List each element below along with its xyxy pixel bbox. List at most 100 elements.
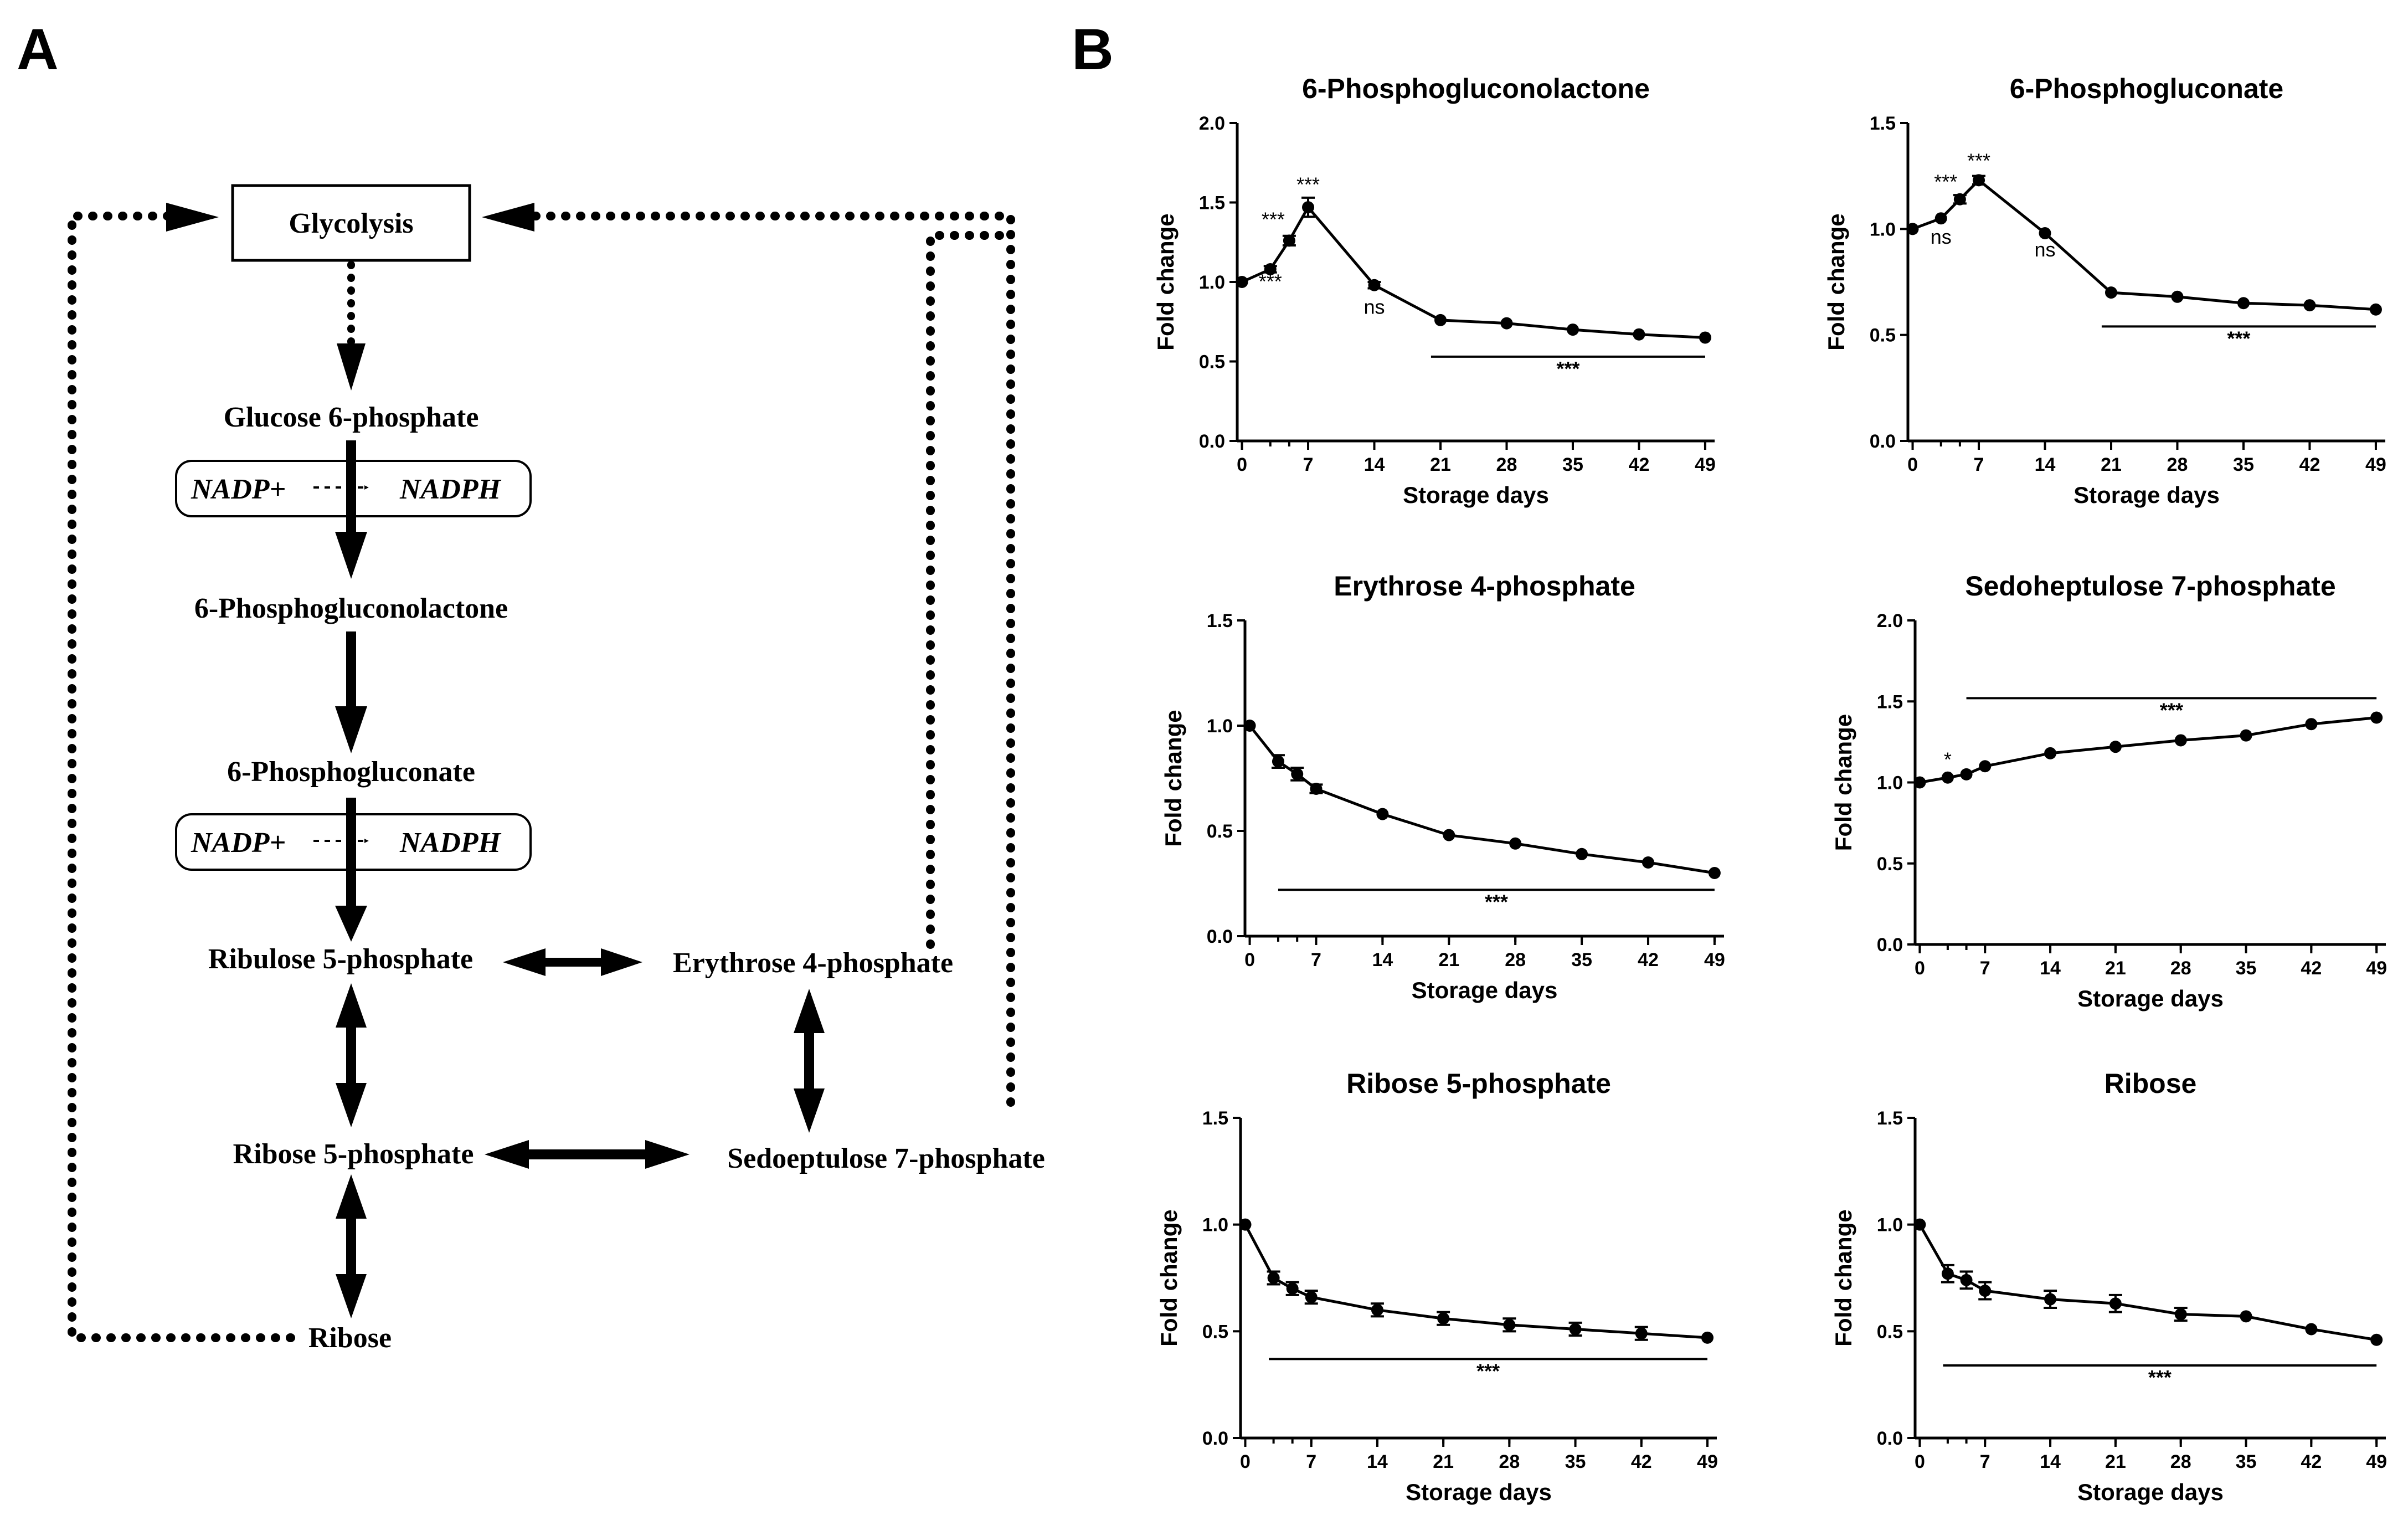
x-tick-label: 42 [2299,454,2320,475]
arrowhead-pgl [335,532,367,579]
x-tick-label: 28 [1505,949,1526,970]
y-axis-label: Fold change [1830,714,1856,851]
dotted-loop-e4p-glycolysis [926,231,1015,949]
y-tick-label: 0.0 [1877,1428,1903,1449]
data-point [1371,1303,1383,1316]
x-tick-label: 14 [2040,958,2061,979]
data-point [2109,1297,2122,1310]
x-tick-label: 42 [1631,1451,1652,1472]
data-point [1953,193,1966,206]
data-point [1243,720,1256,732]
data-point [2305,1323,2318,1336]
x-tick-label: 14 [1372,949,1393,970]
y-tick-label: 0.0 [1870,431,1896,452]
data-point [1283,234,1295,247]
data-point [1310,783,1323,795]
x-tick-label: 35 [2233,454,2254,475]
series-line [1248,725,1715,875]
y-tick-label: 0.5 [1877,1321,1903,1342]
series-line [1241,204,1706,339]
data-point [1913,776,1926,789]
y-tick-label: 0.5 [1199,352,1225,373]
x-tick-label: 7 [1311,949,1321,970]
arrowhead-s7p-right [645,1140,690,1169]
x-tick-label: 35 [1565,1451,1586,1472]
data-point [1503,1318,1516,1331]
x-tick-label: 21 [2105,958,2126,979]
y-tick-label: 1.5 [1199,193,1225,214]
y-tick-label: 0.5 [1877,854,1903,875]
pentose-phosphate-pathway-diagram: Glycolysis Glucose 6-phosphate NADP+ NAD… [68,184,1045,1354]
data-point [2240,729,2252,742]
x-axis-label: Storage days [2077,985,2224,1011]
data-point [1376,808,1389,820]
data-point [2305,718,2318,731]
g6p-label: Glucose 6-phosphate [224,402,479,433]
data-point [1934,212,1947,225]
data-point [2044,747,2057,759]
dotted-loop-s7p-glycolysis [530,212,1015,1107]
arrowhead-s7p-down [794,1088,825,1133]
chart-title: 6-Phosphogluconolactone [1302,73,1650,104]
arrow-shaft-r5p-ribose [346,1219,356,1274]
x-tick-label: 7 [1974,454,1984,475]
arrow-shaft-ru5p-e4p [546,958,601,967]
x-tick-label: 14 [2035,454,2056,475]
x-tick-label: 0 [1915,958,1925,979]
data-point [1642,856,1654,869]
series-line [1244,1224,1708,1339]
chart-title: 6-Phosphogluconate [2010,73,2283,104]
x-axis-label: Storage days [2073,482,2220,508]
arrow-shaft-r5p-s7p [529,1149,645,1159]
significance-bar-label: *** [1485,890,1508,913]
y-tick-label: 0.5 [1207,821,1233,842]
x-tick-label: 14 [1367,1451,1388,1472]
chart-3: Erythrose 4-phosphate 0.0 0.5 1.0 1.5 0 7 14 21 2… [1160,571,1725,1003]
x-tick-label: 14 [1364,454,1385,475]
x-tick-label: 28 [2170,1451,2191,1472]
x-axis-label: Storage days [1412,977,1558,1003]
chart-title: Ribose [2105,1068,2197,1099]
x-axis-label: Storage days [2077,1479,2224,1505]
arrowhead-loop-right [482,203,534,232]
arrowhead-r5p-left [485,1140,529,1169]
data-point [2109,741,2122,753]
data-point [1272,755,1284,768]
chart-title: Ribose 5-phosphate [1346,1068,1611,1099]
chart-2: 6-Phosphogluconate 0.0 0.5 1.0 1.5 0 7 14 21 28 35… [1823,73,2386,508]
data-point [1635,1327,1648,1340]
data-point [1286,1282,1299,1295]
x-tick-label: 35 [1571,949,1592,970]
data-point [1434,314,1447,326]
data-point [1701,1331,1714,1344]
arrowhead-r5p-up [336,1174,367,1219]
data-point [1443,829,1455,841]
data-point [2171,290,2184,303]
y-tick-label: 0.0 [1202,1428,1228,1449]
data-point [1906,223,1919,235]
y-tick-label: 1.5 [1870,113,1896,134]
data-point [1500,317,1513,330]
significance-bar-label: *** [2160,699,2183,721]
arrow-shaft-pgl-pg [346,631,356,709]
y-tick-label: 2.0 [1199,113,1225,134]
significance-annotation: *** [1967,149,1990,172]
data-point [2039,227,2051,239]
glycolysis-box [231,184,471,262]
x-tick-label: 42 [1638,949,1659,970]
significance-annotation: ns [1363,295,1385,318]
data-point [1569,1323,1582,1336]
x-tick-label: 21 [2101,454,2122,475]
x-tick-label: 49 [2365,454,2386,475]
series-line [1912,178,2376,311]
glycolysis-label: Glycolysis [289,208,413,239]
data-point [1239,1218,1252,1231]
y-axis-label: Fold change [1160,710,1186,846]
chart-5: Ribose 5-phosphate 0.0 0.5 1.0 1.5 0 7 14 21 28 35… [1156,1068,1718,1505]
r5p-label: Ribose 5-phosphate [233,1138,474,1170]
pgl-label: 6-Phosphogluconolactone [194,593,508,624]
dotted-loop-ribose-glycolysis [68,212,295,1342]
x-tick-label: 35 [1562,454,1583,475]
nadph-label-2: NADPH [399,827,502,859]
